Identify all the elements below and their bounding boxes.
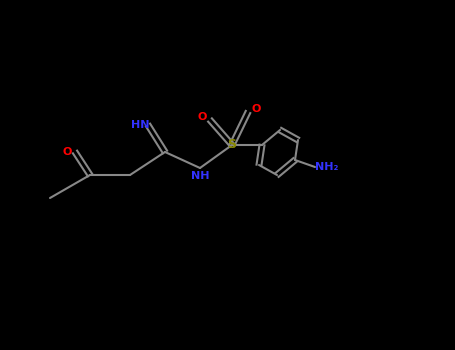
Text: O: O [197, 112, 207, 122]
Text: O: O [251, 104, 261, 114]
Text: HN: HN [131, 120, 149, 130]
Text: NH₂: NH₂ [315, 162, 339, 172]
Text: S: S [228, 139, 237, 152]
Text: NH: NH [191, 171, 209, 181]
Text: O: O [62, 147, 72, 157]
